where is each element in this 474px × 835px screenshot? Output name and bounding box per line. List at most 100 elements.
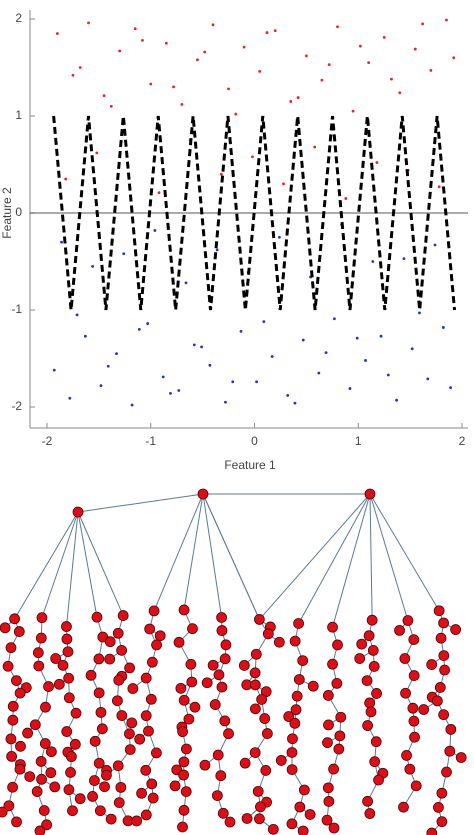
- point: [395, 398, 399, 402]
- point: [402, 257, 406, 260]
- graph-node: [328, 822, 340, 834]
- graph-node: [104, 653, 116, 665]
- graph-node: [148, 605, 160, 617]
- graph-node: [356, 638, 368, 650]
- graph-node: [154, 630, 166, 642]
- graph-node: [249, 679, 261, 691]
- graph-node: [213, 669, 225, 681]
- graph-node: [178, 804, 190, 816]
- point: [265, 31, 269, 34]
- graph-node: [34, 825, 46, 835]
- graph-node: [394, 624, 405, 636]
- graph-node: [328, 763, 339, 775]
- graph-node: [151, 747, 162, 759]
- point: [71, 73, 75, 77]
- point: [293, 401, 297, 405]
- graph-node: [262, 628, 274, 640]
- graph-node: [444, 745, 456, 757]
- graph-node: [368, 661, 380, 672]
- graph-node: [115, 781, 127, 793]
- y-axis-label: Feature 2: [0, 187, 14, 239]
- graph-node: [169, 780, 181, 792]
- point: [262, 320, 266, 324]
- graph-node: [173, 636, 185, 648]
- graph-node: [367, 645, 379, 656]
- graph-node: [11, 675, 22, 687]
- graph-node: [124, 662, 136, 674]
- graph-node: [408, 670, 420, 681]
- graph-node: [260, 765, 272, 776]
- graph-edge: [77, 511, 124, 616]
- point: [282, 182, 285, 186]
- graph-node: [70, 707, 82, 719]
- graph-node: [140, 672, 152, 684]
- graph-node: [50, 653, 62, 664]
- graph-node: [219, 715, 231, 727]
- graph-node: [332, 639, 343, 651]
- point: [177, 389, 181, 392]
- graph-node: [117, 610, 129, 621]
- graph-node: [43, 681, 54, 692]
- graph-node: [436, 787, 448, 799]
- graph-node: [402, 615, 414, 626]
- point: [452, 56, 456, 60]
- graph-node: [180, 786, 192, 798]
- graph-node: [40, 701, 51, 713]
- graph-node: [101, 769, 112, 781]
- graph-node: [89, 735, 101, 747]
- graph-node: [63, 692, 75, 704]
- point: [157, 191, 161, 195]
- graph-node: [212, 749, 224, 761]
- point: [106, 364, 110, 368]
- graph-node: [74, 793, 86, 805]
- point: [95, 151, 99, 155]
- graph-node: [134, 733, 146, 745]
- graph-node: [219, 653, 231, 665]
- graph-node: [94, 805, 106, 817]
- graph-node: [93, 653, 105, 665]
- graph-node: [334, 730, 346, 742]
- point: [60, 240, 63, 244]
- point: [130, 403, 134, 407]
- graph-edge: [77, 493, 204, 513]
- point: [296, 96, 300, 99]
- graph-node: [363, 630, 375, 642]
- point: [251, 155, 254, 159]
- graph-node: [124, 728, 135, 740]
- point: [52, 368, 56, 372]
- point: [367, 61, 371, 65]
- point: [99, 384, 103, 388]
- graph-node: [185, 658, 197, 670]
- point: [68, 396, 72, 400]
- graph-node: [433, 802, 444, 813]
- graph-node: [7, 700, 19, 712]
- graph-node: [307, 680, 319, 692]
- point: [289, 100, 293, 103]
- point: [242, 45, 246, 49]
- graph-node: [53, 678, 65, 690]
- point: [379, 334, 383, 338]
- graph-node: [63, 672, 75, 684]
- graph-node: [3, 800, 15, 812]
- graph-node: [9, 613, 21, 625]
- y-tick-label: 0: [15, 205, 22, 219]
- point: [371, 260, 375, 263]
- graph-node: [365, 706, 377, 718]
- graph-node: [361, 675, 373, 687]
- graph-node: [215, 770, 227, 782]
- graph-node: [11, 816, 22, 828]
- point: [426, 377, 430, 381]
- graph-node: [66, 751, 77, 763]
- graph-node: [369, 756, 381, 768]
- graph-node: [259, 713, 271, 724]
- point: [390, 77, 393, 81]
- graph-node: [199, 759, 211, 771]
- point: [64, 177, 68, 181]
- graph-node: [201, 677, 213, 689]
- graph-node: [283, 711, 295, 722]
- graph-node: [63, 784, 75, 796]
- graph-node: [99, 781, 110, 793]
- scatter-plot: Feature 1 Feature 2 -2 -1 0 1 2 -2 -1 0 1 2: [0, 10, 468, 472]
- graph-node: [410, 780, 422, 792]
- point: [351, 109, 355, 113]
